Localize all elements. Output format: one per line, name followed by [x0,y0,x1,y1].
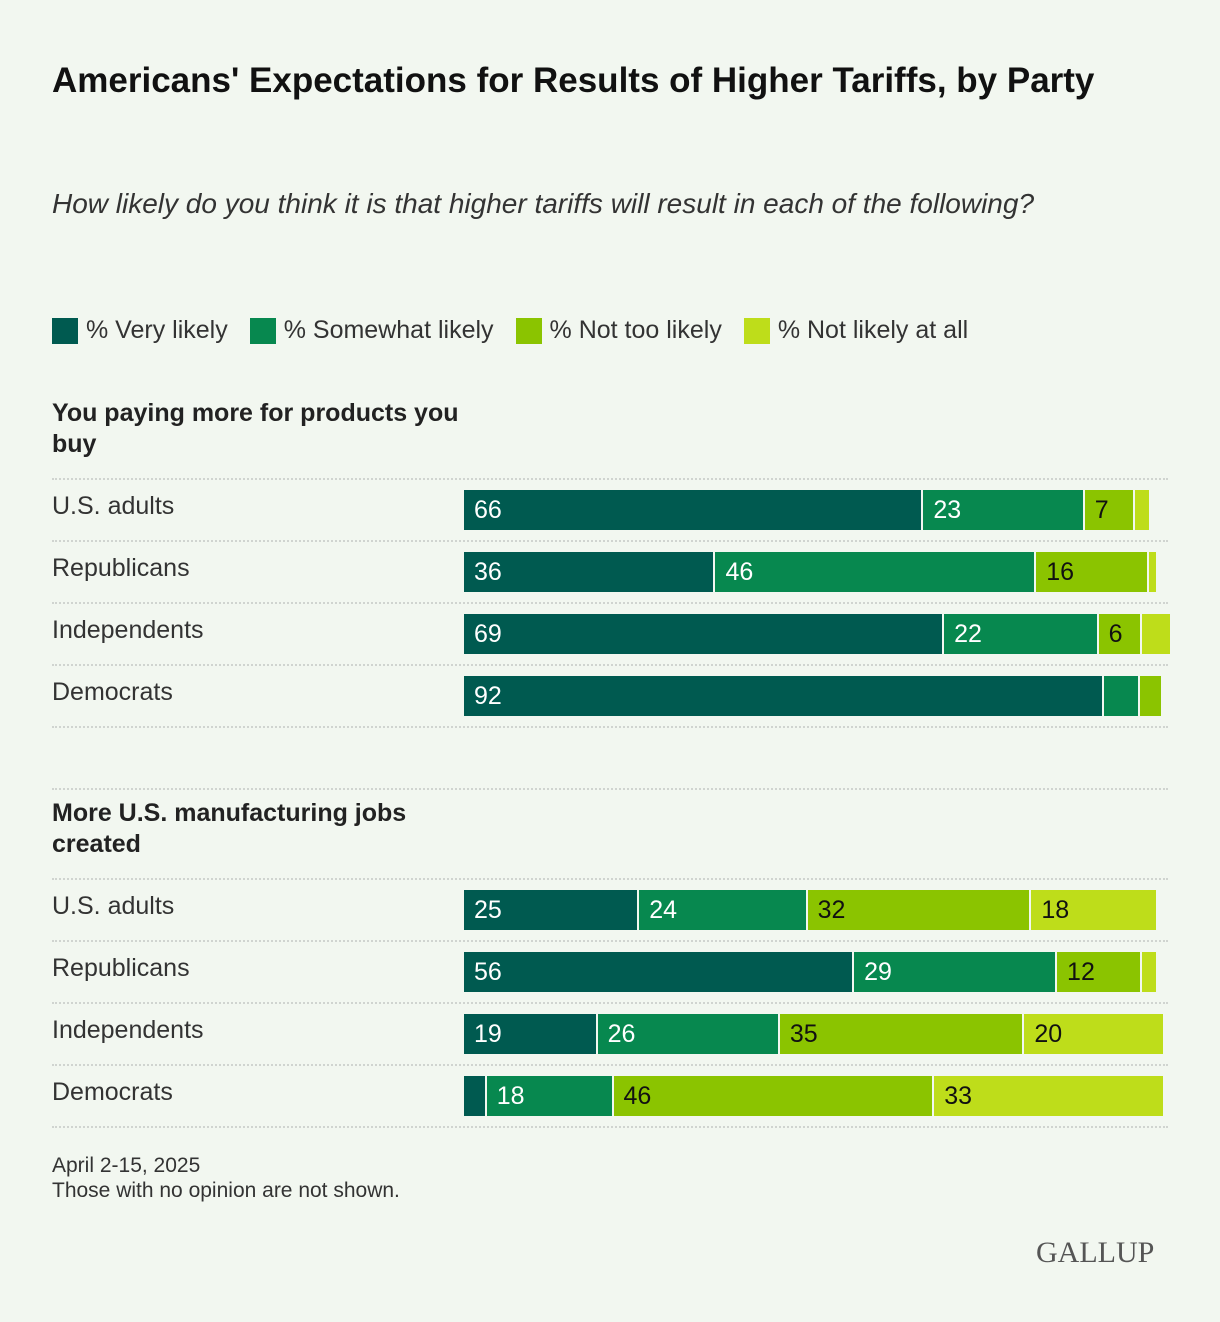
legend-swatch [515,317,542,344]
bar-segment: 29 [854,952,1058,992]
bar-segment: 26 [597,1014,780,1054]
divider [52,540,1168,542]
stacked-bar: 25 24 32 18 [464,890,1159,930]
bar-segment: 66 [464,490,924,530]
stacked-bar: 69 22 6 [464,614,1172,654]
bar-segment [1142,614,1172,654]
divider [52,788,1168,790]
legend-item: % Not likely at all [743,316,969,345]
bar-segment: 33 [934,1076,1165,1116]
bar-segment: 6 [1098,614,1143,654]
bar-segment: 46 [715,552,1037,592]
divider [52,878,1168,880]
divider [52,1002,1168,1004]
legend-item: % Very likely [52,316,228,345]
no-opinion-note: Those with no opinion are not shown. [52,1179,400,1202]
legend-item: % Not too likely [515,316,722,345]
chart-title: Americans' Expectations for Results of H… [52,61,1095,100]
divider [52,478,1168,480]
row-label: Independents [52,1016,204,1044]
row-label: Republicans [52,554,190,582]
bar-segment: 20 [1024,1014,1165,1054]
row-label: U.S. adults [52,892,175,920]
chart-subtitle: How likely do you think it is that highe… [52,188,1035,219]
divider [52,726,1168,728]
bar-segment: 18 [1031,890,1159,930]
bar-segment [1149,552,1159,592]
bar-segment: 92 [464,676,1104,716]
gallup-logo: GALLUP [1036,1236,1155,1269]
bar-segment: 36 [464,552,716,592]
bar-segment: 35 [779,1014,1025,1054]
legend-swatch [249,317,276,344]
bar-segment [1135,490,1152,530]
stacked-bar: 66 23 7 [464,490,1152,530]
legend-label: % Not likely at all [777,316,969,344]
bar-segment: 18 [486,1076,614,1116]
divider [52,1126,1168,1128]
stacked-bar: 92 [464,676,1163,716]
footnote: April 2-15, 2025 Those with no opinion a… [52,1153,400,1203]
divider [52,602,1168,604]
legend-swatch [52,317,78,344]
legend: % Very likely % Somewhat likely % Not too … [52,316,968,345]
bar-segment: 24 [639,890,808,930]
stacked-bar: 19 26 35 20 [464,1014,1165,1054]
row-label: U.S. adults [52,492,175,520]
divider [52,1064,1168,1066]
bar-segment [1103,676,1141,716]
legend-label: % Not too likely [549,316,722,344]
row-label: Independents [52,616,204,644]
stacked-bar: 36 46 16 [464,552,1159,592]
row-label: Democrats [52,678,173,706]
divider [52,664,1168,666]
legend-item: % Somewhat likely [249,316,494,345]
divider [52,940,1168,942]
legend-label: % Very likely [86,316,228,344]
bar-segment: 46 [613,1076,935,1116]
stacked-bar: 18 46 33 [464,1076,1165,1116]
section-title: You paying more for products you buy [52,399,459,458]
bar-segment: 12 [1057,952,1143,992]
bar-segment: 19 [464,1014,598,1054]
row-label: Democrats [52,1078,173,1106]
bar-segment: 69 [464,614,945,654]
legend-label: % Somewhat likely [283,316,494,344]
bar-segment [1142,952,1159,992]
section-title: More U.S. manufacturing jobs created [52,799,407,858]
bar-segment: 23 [923,490,1085,530]
bar-segment: 25 [464,890,640,930]
survey-date: April 2-15, 2025 [52,1154,201,1177]
row-label: Republicans [52,954,190,982]
legend-swatch [743,317,770,344]
bar-segment: 22 [944,614,1099,654]
bar-segment: 7 [1084,490,1136,530]
bar-segment: 32 [807,890,1032,930]
bar-segment: 56 [464,952,855,992]
stacked-bar: 56 29 12 [464,952,1159,992]
bar-segment [464,1076,487,1116]
bar-segment: 16 [1036,552,1150,592]
bar-segment [1140,676,1163,716]
